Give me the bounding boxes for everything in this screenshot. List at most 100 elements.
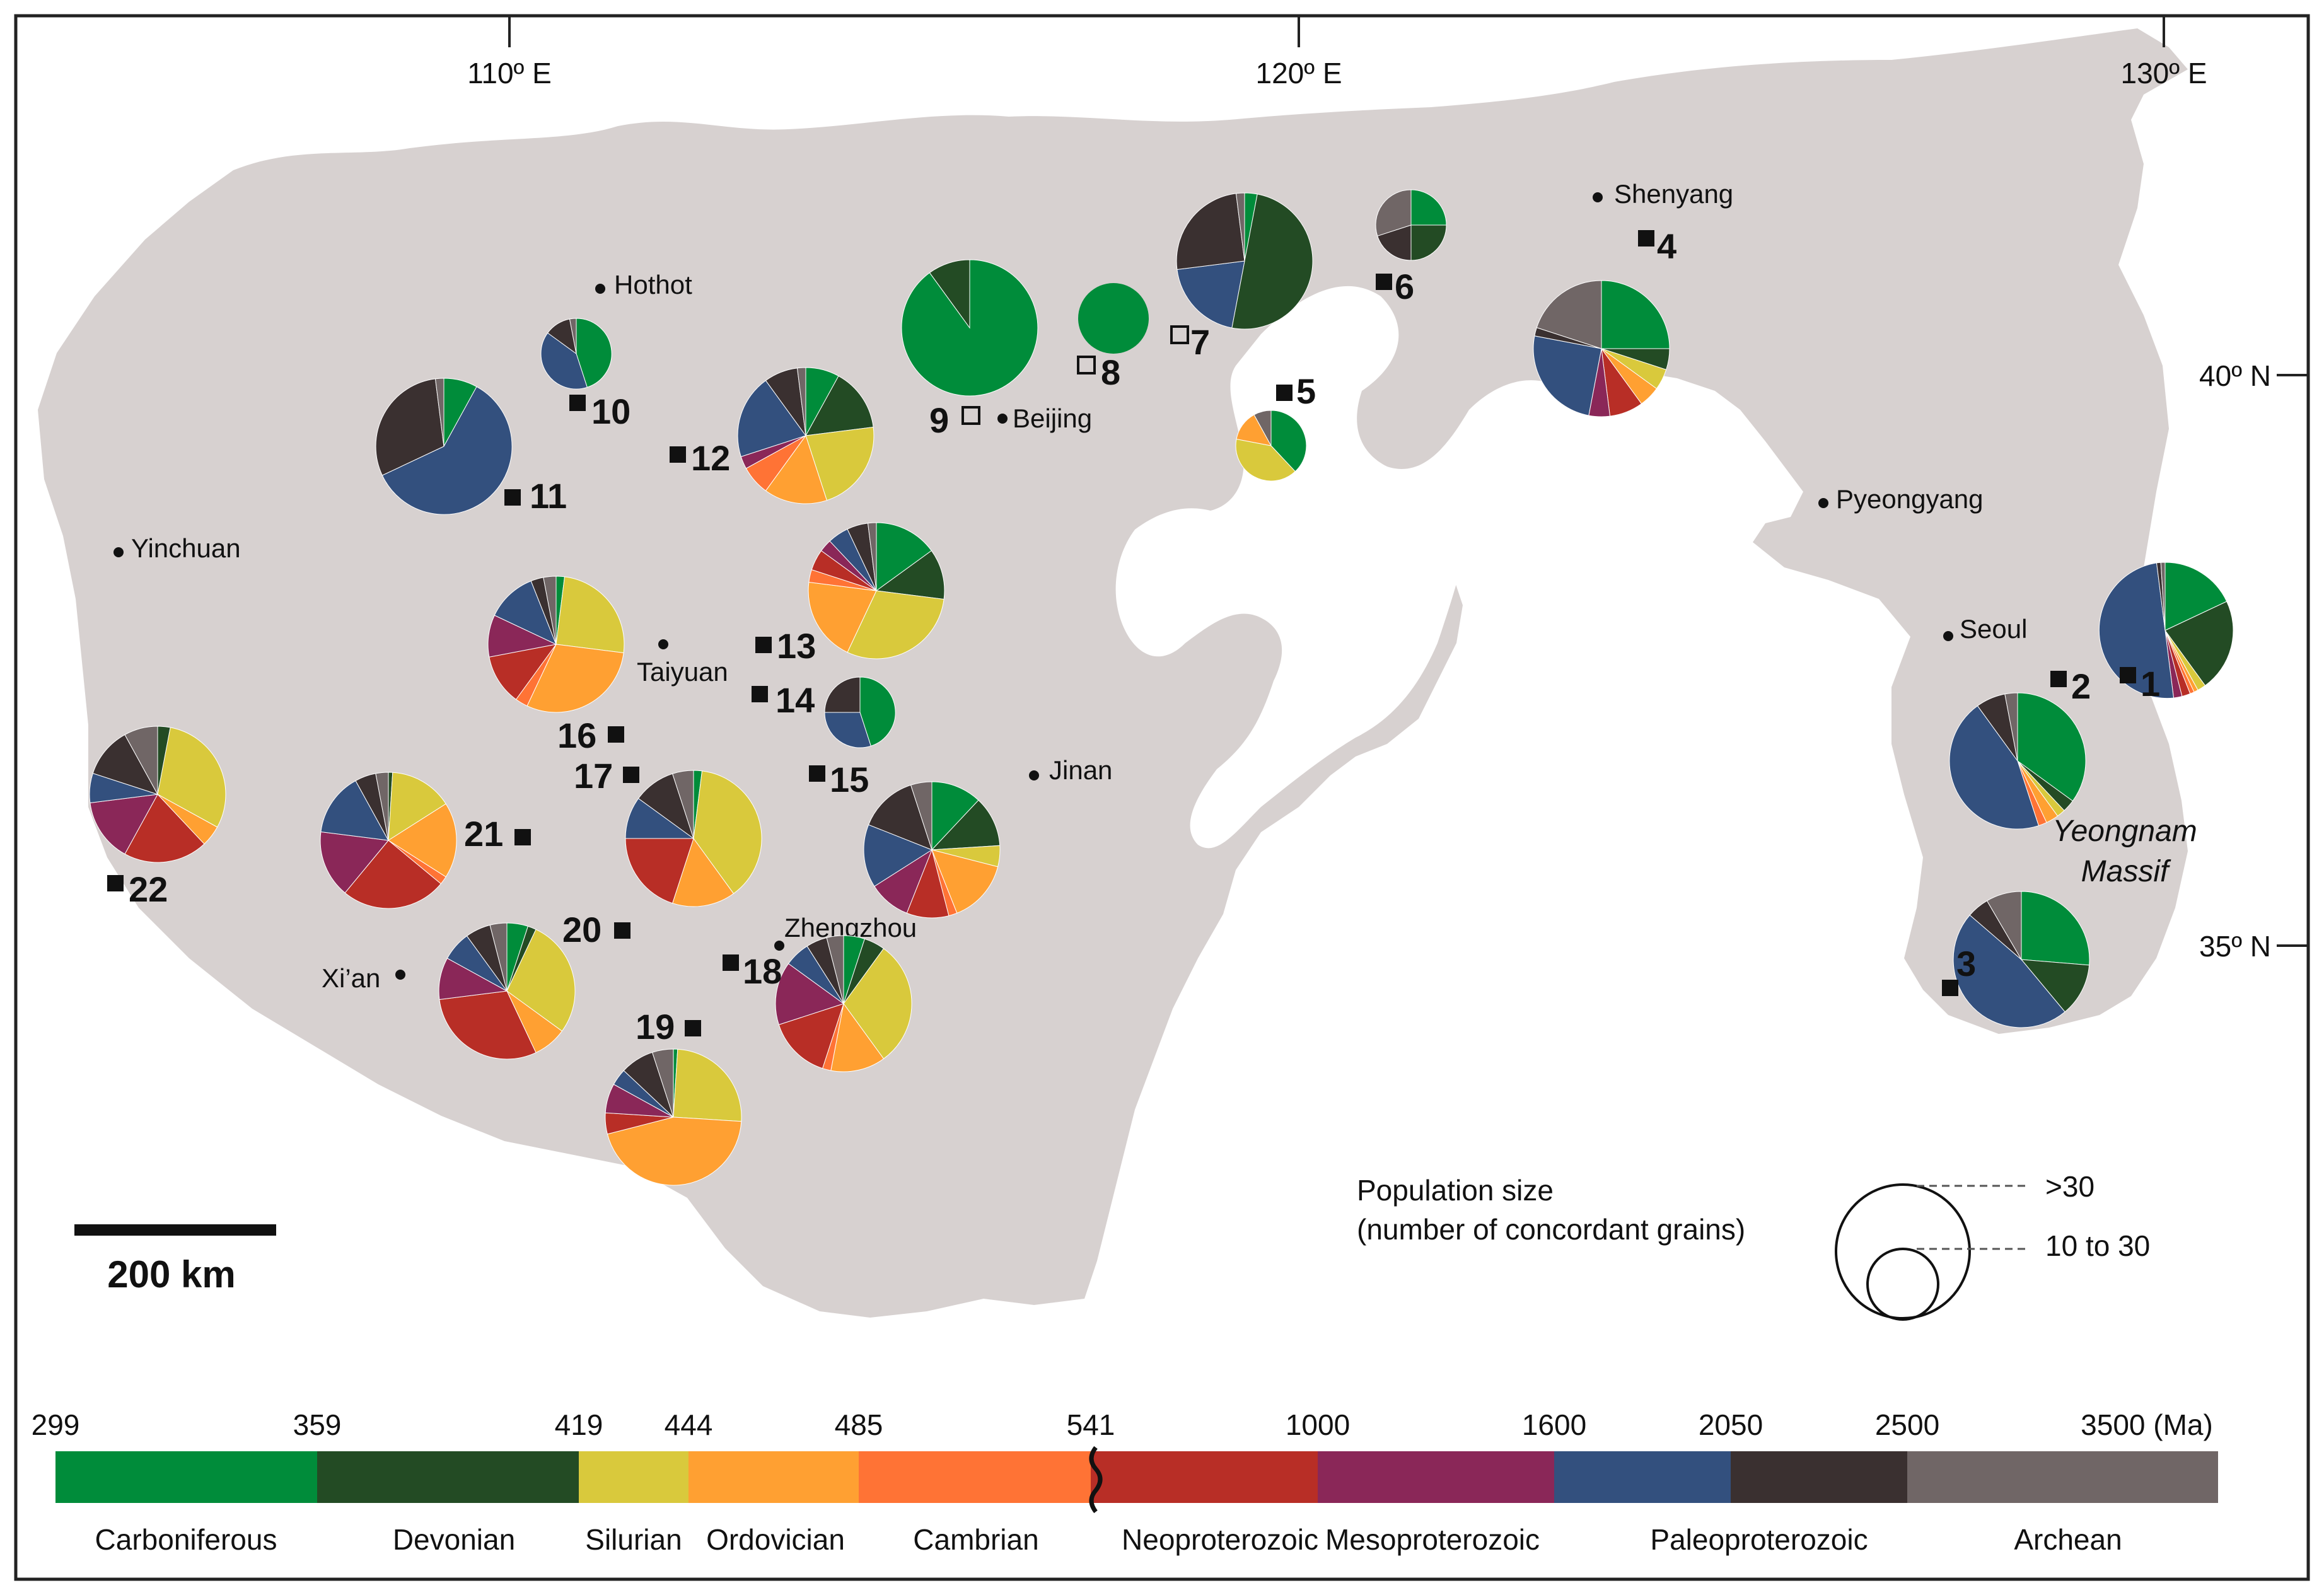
sample-marker (614, 922, 630, 939)
pie-slice (375, 772, 389, 841)
scale-bar (74, 1224, 276, 1236)
age-tick-label: 2050 (1699, 1408, 1763, 1441)
pie-slice (2004, 692, 2018, 762)
pie-sample-19 (605, 1048, 742, 1186)
pie-slice (824, 676, 861, 713)
pie-sample-9 (901, 259, 1038, 397)
sample-marker (723, 954, 739, 971)
pie-slice (543, 576, 557, 645)
sample-marker (1276, 385, 1293, 401)
legend-subtitle: (number of concordant grains) (1357, 1213, 1745, 1246)
pie-slice (843, 948, 912, 1060)
pie-slice (506, 929, 576, 1032)
sample-number: 7 (1190, 322, 1210, 362)
age-color-bar: 299 359 419 444 485 541 1000 1600 2050 2500 3500 (… (32, 1408, 2218, 1556)
age-bar-segment (1318, 1451, 1554, 1503)
pie-sample-11 (375, 378, 513, 515)
pie-slice (1377, 224, 1412, 261)
pie-sample-7 (1176, 192, 1313, 330)
sample-number: 2 (2071, 666, 2091, 706)
pie-slice (625, 838, 694, 904)
longitude-label: 120º E (1255, 57, 1342, 90)
city-dot (1943, 631, 1953, 641)
pie-slice (1410, 189, 1447, 226)
age-bar-segment (579, 1451, 688, 1503)
period-label: Paleoproterozoic (1650, 1523, 1868, 1556)
sample-number: 3 (1956, 944, 1976, 983)
period-label: Archean (2014, 1523, 2122, 1556)
sample-marker-open (1077, 356, 1096, 374)
pie-slice (778, 1003, 844, 1069)
population-legend: Population size (number of concordant gr… (1357, 1170, 2150, 1321)
pie-slice (2098, 562, 2175, 699)
sample-marker (752, 686, 768, 702)
pie-slice (320, 831, 389, 893)
age-tick-label: 1600 (1522, 1408, 1586, 1441)
pie-sample-17 (625, 770, 762, 907)
sample-marker (755, 637, 772, 653)
cities: Hothot Beijing Shenyang Pyeongyang Seoul… (113, 179, 2027, 993)
pie-slice (540, 332, 588, 390)
age-bar-segment (1091, 1451, 1318, 1503)
sample-number: 10 (591, 392, 630, 431)
pie-slice (929, 259, 970, 329)
sample-number: 22 (129, 869, 168, 909)
period-label: Silurian (585, 1523, 682, 1556)
pie-slice (381, 386, 513, 515)
pie-sample-15 (863, 781, 1001, 919)
sample-marker (1638, 230, 1654, 246)
pie-slice (1953, 914, 2065, 1028)
pie-slice (910, 781, 933, 850)
sample-number: 13 (777, 626, 816, 666)
sample-marker (623, 767, 639, 783)
age-bar-segment (1907, 1451, 2218, 1503)
pie-slice (1078, 283, 1149, 354)
latitude-label: 40º N (2199, 359, 2271, 392)
pie-slice (867, 522, 877, 591)
pie-sample-10 (540, 318, 612, 390)
age-tick-label: 1000 (1286, 1408, 1350, 1441)
sample-number: 1 (2141, 664, 2160, 704)
graticule (508, 16, 2308, 947)
legend-title: Population size (1357, 1174, 1554, 1207)
city-dot (595, 284, 605, 294)
pie-slice (489, 644, 557, 700)
pie-slice (805, 375, 874, 436)
sample-marker (514, 829, 531, 845)
pie-slice (671, 837, 735, 907)
pie-sample-16 (487, 576, 625, 713)
pie-slice (847, 590, 944, 659)
pie-slice (489, 922, 508, 992)
age-tick-label: 2500 (1875, 1408, 1939, 1441)
longitude-label: 130º E (2120, 57, 2207, 90)
age-bar-segment (688, 1451, 859, 1503)
pie-slice (1375, 189, 1412, 236)
period-label: Neoproterozoic (1122, 1523, 1318, 1556)
pie-sample-13 (808, 522, 945, 659)
pie-slice (1601, 280, 1670, 349)
sample-number: 14 (776, 680, 815, 720)
pie-sample-12 (737, 367, 874, 504)
pie-slice (1949, 705, 2040, 830)
pie-slice (124, 726, 158, 795)
pie-sample-14 (824, 676, 896, 748)
pie-slice (775, 963, 845, 1026)
pie-slice (826, 935, 844, 1004)
sample-marker (670, 446, 686, 463)
period-label: Cambrian (913, 1523, 1038, 1556)
pie-slice (859, 676, 896, 746)
pie-slice (830, 1002, 885, 1072)
city-label: Seoul (1960, 614, 2027, 644)
city-dot (997, 414, 1008, 424)
pie-slice (931, 799, 1001, 850)
city-dot (774, 941, 784, 951)
pie-slice (569, 318, 577, 354)
sample-number: 18 (743, 951, 782, 991)
pie-slice (1177, 260, 1245, 328)
pie-slice (863, 824, 933, 887)
pie-slice (875, 550, 945, 600)
age-bar-segment (1731, 1451, 1907, 1503)
pie-slice (388, 772, 446, 841)
pie-sample-20 (438, 922, 576, 1060)
pie-slice (737, 380, 806, 458)
